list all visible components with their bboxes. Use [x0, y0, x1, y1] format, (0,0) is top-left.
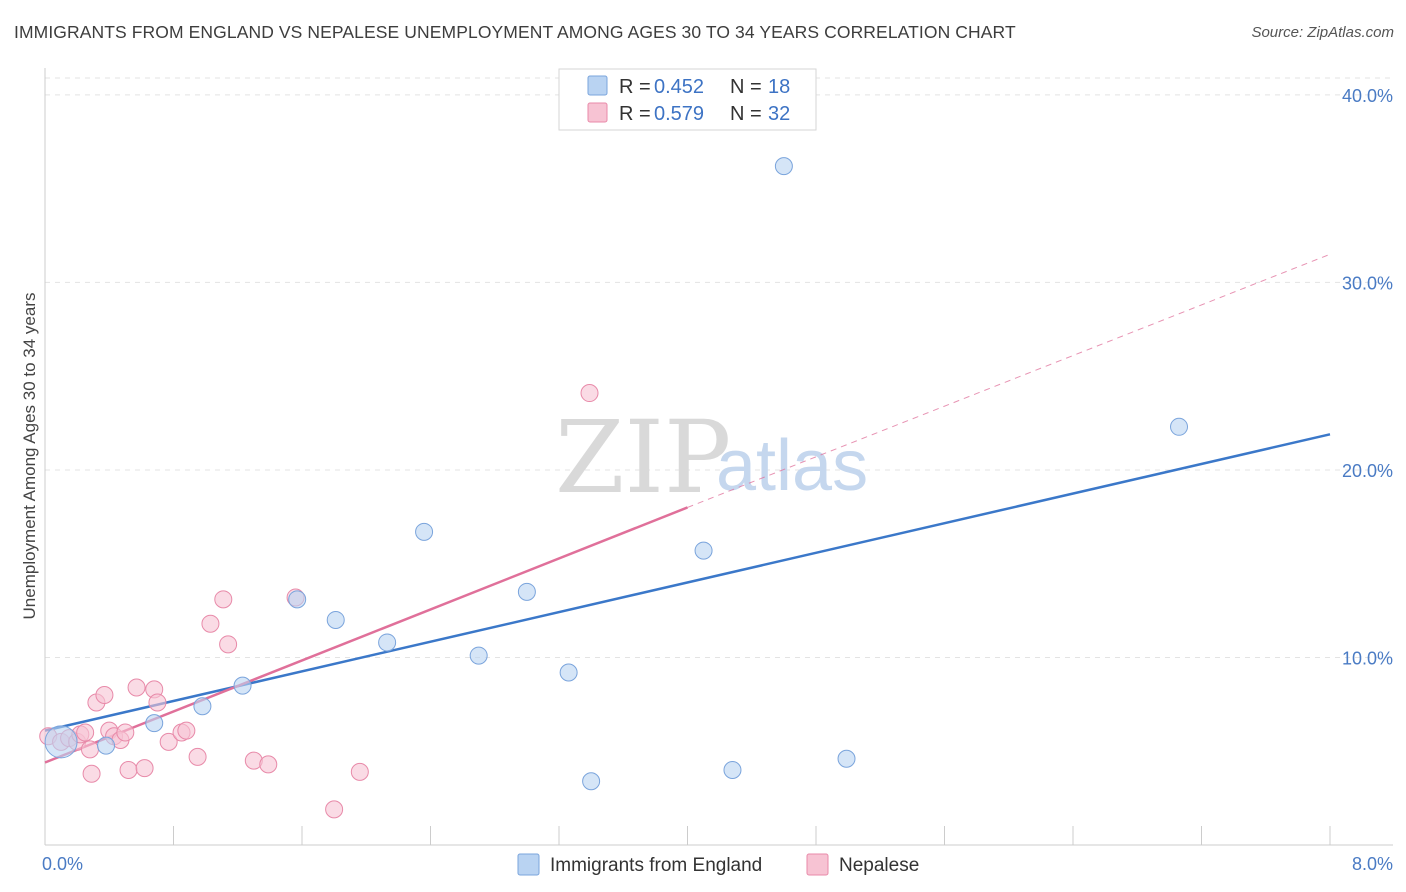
gridlines — [45, 77, 1393, 658]
watermark-zip: ZIP — [555, 399, 731, 516]
point-nepalese-19 — [159, 732, 178, 751]
point-england-0 — [44, 725, 78, 759]
series-legend-swatch-nepalese — [806, 853, 829, 876]
point-nepalese-18 — [148, 693, 167, 712]
series-legend: Immigrants from England Nepalese — [517, 853, 919, 876]
point-england-2 — [145, 714, 164, 733]
point-nepalese-27 — [259, 755, 278, 774]
point-nepalese-16 — [135, 759, 154, 778]
trend-line-nepalese-extension — [687, 253, 1331, 508]
legend-n-label-england: N = — [730, 76, 762, 98]
series-legend-label-nepalese: Nepalese — [839, 855, 919, 876]
point-nepalese-29 — [325, 800, 344, 819]
point-england-1 — [97, 736, 116, 755]
legend-swatch-nepalese — [587, 102, 608, 123]
legend-swatch-england — [587, 75, 608, 96]
point-england-17 — [1170, 417, 1189, 436]
y-tick-labels: 10.0% 20.0% 30.0% 40.0% — [1342, 86, 1393, 669]
point-nepalese-30 — [350, 762, 369, 781]
point-nepalese-21 — [177, 721, 196, 740]
correlation-legend: R = 0.452 N = 18 R = 0.579 N = 32 — [558, 68, 817, 131]
point-nepalese-23 — [201, 614, 220, 633]
legend-n-label-nepalese: N = — [730, 103, 762, 125]
series-legend-label-england: Immigrants from England — [550, 855, 762, 876]
y-tick-label-0: 10.0% — [1342, 648, 1393, 668]
y-tick-label-2: 30.0% — [1342, 273, 1393, 293]
point-nepalese-7 — [82, 764, 101, 783]
point-england-11 — [559, 663, 578, 682]
point-england-8 — [415, 522, 434, 541]
point-england-13 — [694, 541, 713, 560]
point-england-14 — [723, 760, 742, 779]
legend-n-value-england: 18 — [768, 76, 790, 98]
series-nepalese-points — [39, 384, 599, 819]
point-england-7 — [378, 633, 397, 652]
legend-r-label-nepalese: R = — [619, 103, 651, 125]
y-tick-label-1: 20.0% — [1342, 461, 1393, 481]
y-tick-label-3: 40.0% — [1342, 86, 1393, 106]
legend-n-value-nepalese: 32 — [768, 103, 790, 125]
point-nepalese-6 — [76, 723, 95, 742]
legend-r-value-england: 0.452 — [654, 76, 704, 98]
x-tick-labels: 0.0% 8.0% — [42, 854, 1393, 874]
point-england-12 — [582, 772, 601, 791]
trend-line-england — [44, 433, 1331, 732]
point-nepalese-22 — [188, 747, 207, 766]
point-nepalese-31 — [580, 384, 599, 403]
point-nepalese-9 — [95, 685, 114, 704]
point-england-5 — [288, 590, 307, 609]
y-axis-label: Unemployment Among Ages 30 to 34 years — [20, 293, 39, 620]
axes — [44, 68, 1393, 846]
legend-r-value-nepalese: 0.579 — [654, 103, 704, 125]
point-england-4 — [233, 676, 252, 695]
x-tick-label-0: 0.0% — [42, 854, 83, 874]
point-nepalese-25 — [219, 635, 238, 654]
point-england-6 — [326, 610, 345, 629]
chart-title: IMMIGRANTS FROM ENGLAND VS NEPALESE UNEM… — [14, 22, 1016, 42]
watermark: ZIP atlas — [555, 399, 868, 516]
trend-line-nepalese — [44, 506, 688, 764]
series-england-points — [44, 157, 1189, 791]
point-nepalese-24 — [214, 590, 233, 609]
x-tick-label-1: 8.0% — [1352, 854, 1393, 874]
point-nepalese-15 — [127, 678, 146, 697]
point-england-10 — [517, 582, 536, 601]
source-label: Source: ZipAtlas.com — [1251, 24, 1394, 41]
point-nepalese-13 — [116, 723, 135, 742]
legend-r-label-england: R = — [619, 76, 651, 98]
point-nepalese-14 — [119, 760, 138, 779]
point-nepalese-5 — [80, 740, 99, 759]
point-england-9 — [469, 646, 488, 665]
point-england-16 — [837, 749, 856, 768]
point-england-15 — [774, 157, 793, 176]
series-legend-swatch-england — [517, 853, 540, 876]
point-england-3 — [193, 697, 212, 716]
